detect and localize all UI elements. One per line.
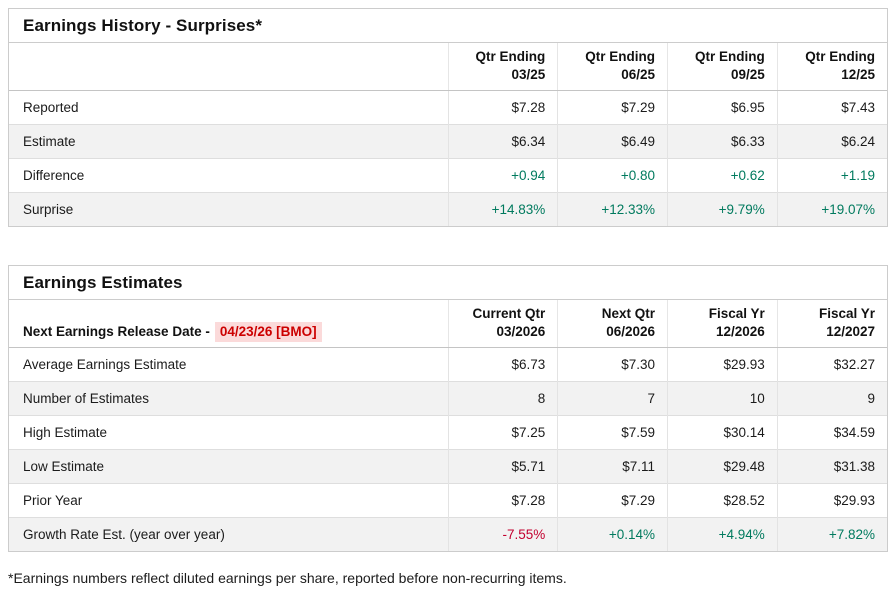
row-label: Reported: [23, 100, 79, 116]
cell-value: +0.62: [667, 158, 778, 193]
cell-value: $7.25: [447, 415, 558, 450]
cell-value: $7.28: [447, 483, 558, 518]
cell-value: $7.11: [557, 449, 668, 484]
table-row: Average Earnings Estimate $6.73 $7.30 $29.9…: [9, 347, 887, 382]
cell-value: $34.59: [776, 415, 887, 450]
cell-value: +4.94%: [667, 517, 778, 552]
cell-value: $6.24: [776, 124, 887, 159]
estimates-header-row: Next Earnings Release Date -04/23/26 [BM…: [9, 300, 887, 349]
surprises-header-row: Qtr Ending 03/25 Qtr Ending 06/25 Qtr Endi…: [9, 43, 887, 92]
column-header: Qtr Ending 06/25: [557, 43, 668, 92]
column-header: Fiscal Yr 12/2026: [667, 300, 778, 349]
column-header: Qtr Ending 12/25: [776, 43, 887, 92]
cell-value: +12.33%: [557, 192, 668, 227]
table-row: Estimate $6.34 $6.49 $6.33 $6.24: [9, 124, 887, 159]
row-label: Prior Year: [9, 483, 448, 518]
cell-value: $7.59: [557, 415, 668, 450]
cell-value: $29.93: [776, 483, 887, 518]
cell-value: +0.80: [557, 158, 668, 193]
cell-value: +14.83%: [447, 192, 558, 227]
surprises-table: Qtr Ending 03/25 Qtr Ending 06/25 Qtr Endi…: [9, 43, 887, 227]
cell-value: -7.55%: [447, 517, 558, 552]
column-header: Current Qtr 03/2026: [447, 300, 558, 349]
earnings-history-card: Earnings History - Surprises* Qtr Ending…: [8, 8, 888, 228]
row-label: Low Estimate: [9, 449, 448, 484]
table-row: High Estimate $7.25 $7.59 $30.14 $34.59: [9, 415, 887, 450]
cell-value: $7.29: [557, 483, 668, 518]
cell-value: $29.93: [667, 347, 778, 382]
cell-value: $32.27: [776, 347, 887, 382]
cell-value: $29.48: [667, 449, 778, 484]
column-header: Next Qtr 06/2026: [557, 300, 668, 349]
column-header: Qtr Ending 09/25: [667, 43, 778, 92]
cell-value: 8: [447, 381, 558, 416]
cell-value: +0.14%: [557, 517, 668, 552]
row-label: Surprise: [9, 192, 448, 227]
cell-value: $6.33: [667, 124, 778, 159]
next-earnings-release-cell: Next Earnings Release Date -04/23/26 [BM…: [9, 300, 448, 349]
estimates-table: Next Earnings Release Date -04/23/26 [BM…: [9, 300, 887, 552]
row-label: High Estimate: [9, 415, 448, 450]
table-row: Number of Estimates 8 7 10 9: [9, 381, 887, 416]
row-label: Number of Estimates: [9, 381, 448, 416]
next-earnings-release-label: Next Earnings Release Date -: [23, 323, 210, 339]
cell-value: 10: [667, 381, 778, 416]
table-row: Prior Year $7.28 $7.29 $28.52 $29.93: [9, 483, 887, 518]
table-row: Low Estimate $5.71 $7.11 $29.48 $31.38: [9, 449, 887, 484]
column-header: Qtr Ending 03/25: [447, 43, 558, 92]
table-row: Surprise +14.83% +12.33% +9.79% +19.07%: [9, 192, 887, 227]
row-label: Average Earnings Estimate: [23, 357, 187, 373]
row-label: Estimate: [9, 124, 448, 159]
cell-value: $6.95: [667, 90, 778, 125]
earnings-estimates-card: Earnings Estimates Next Earnings Release…: [8, 265, 888, 553]
cell-value: +0.94: [447, 158, 558, 193]
cell-value: $31.38: [776, 449, 887, 484]
footnote: *Earnings numbers reflect diluted earnin…: [8, 570, 567, 587]
cell-value: $7.28: [447, 90, 558, 125]
row-label: Growth Rate Est. (year over year): [9, 517, 448, 552]
cell-value: $6.49: [557, 124, 668, 159]
cell-value: +19.07%: [776, 192, 887, 227]
row-label: Difference: [9, 158, 448, 193]
table-row: Growth Rate Est. (year over year) -7.55% +…: [9, 517, 887, 552]
cell-value: $7.43: [776, 90, 887, 125]
cell-value: $7.29: [557, 90, 668, 125]
cell-value: 7: [557, 381, 668, 416]
cell-value: $6.34: [447, 124, 558, 159]
earnings-estimates-title: Earnings Estimates: [9, 266, 887, 301]
cell-value: +1.19: [776, 158, 887, 193]
cell-value: 9: [776, 381, 887, 416]
cell-value: $30.14: [667, 415, 778, 450]
cell-value: $6.73: [447, 347, 558, 382]
cell-value: $28.52: [667, 483, 778, 518]
cell-value: +7.82%: [776, 517, 887, 552]
next-earnings-release-date-badge: 04/23/26 [BMO]: [214, 321, 322, 342]
cell-value: $7.30: [557, 347, 668, 382]
column-header: Fiscal Yr 12/2027: [776, 300, 887, 349]
table-row: Reported $7.28 $7.29 $6.95 $7.43: [9, 90, 887, 125]
cell-value: +9.79%: [667, 192, 778, 227]
earnings-history-title: Earnings History - Surprises*: [9, 9, 887, 43]
empty-header-cell: [9, 43, 448, 92]
table-row: Difference +0.94 +0.80 +0.62 +1.19: [9, 158, 887, 193]
cell-value: $5.71: [447, 449, 558, 484]
